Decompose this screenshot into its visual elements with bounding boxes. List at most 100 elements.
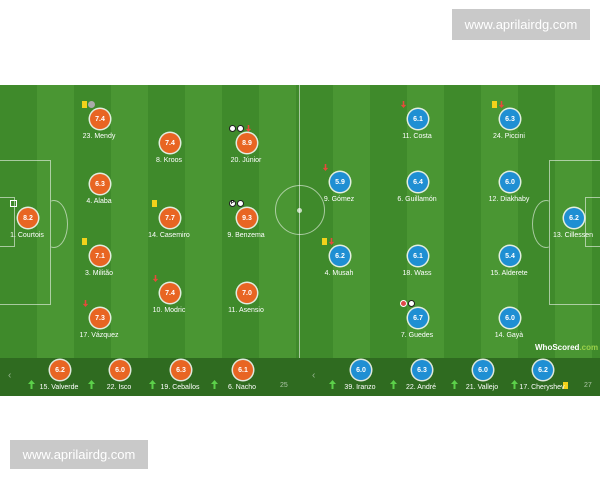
brand-domain: .com: [579, 343, 599, 352]
event-icons: [10, 199, 17, 208]
assist-icon: [88, 101, 95, 108]
player-number: 24.: [493, 133, 505, 140]
event-icons: [322, 163, 329, 172]
away-player-musah[interactable]: 6.2 4. Musah: [294, 238, 384, 290]
rating-badge: 6.3: [500, 109, 520, 129]
player-name: Júnior: [242, 157, 262, 164]
player-name: Gómez: [331, 196, 355, 203]
home-sub-ceballos[interactable]: 6.3 19. Ceballos: [145, 358, 215, 394]
player-name: Guedes: [408, 332, 434, 339]
event-icons: [152, 199, 157, 208]
goal-ball-icon: [229, 125, 236, 132]
player-label: 14. Casemiro: [124, 232, 214, 239]
rating-badge: 7.1: [90, 246, 110, 266]
bench-prev-home-icon[interactable]: ‹: [8, 370, 12, 381]
away-player-gomez[interactable]: 5.9 9. Gómez: [294, 164, 384, 216]
player-number: 14.: [494, 332, 507, 339]
player-number: 10.: [152, 307, 165, 314]
event-icons: [152, 274, 159, 283]
away-sub-cheryshev[interactable]: 6.2 17. Cheryshev: [507, 358, 577, 394]
home-player-asensio[interactable]: 7.0 11. Asensio: [201, 283, 291, 327]
player-number: 18.: [402, 270, 415, 277]
whoscored-logo: WhoScored.com: [535, 343, 598, 352]
player-name: Wass: [414, 270, 432, 277]
rating-badge: 7.4: [160, 283, 180, 303]
away-sub-iranzo[interactable]: 6.0 39. Iranzo: [325, 358, 395, 394]
away-player-wass[interactable]: 6.1 18. Wass: [372, 246, 462, 290]
player-number: 15.: [490, 270, 502, 277]
away-player-guillamon[interactable]: 6.4 6. Guillamón: [372, 172, 462, 216]
player-label: 12. Diakhaby: [464, 196, 554, 203]
rating-badge: 6.1: [408, 246, 428, 266]
event-icons: [229, 124, 252, 133]
player-number: 14.: [148, 232, 160, 239]
away-player-alderete[interactable]: 5.4 15. Alderete: [464, 246, 554, 290]
penalty-goal-icon: P: [229, 200, 236, 207]
goal-ball-icon: [408, 300, 415, 307]
player-number: 7.: [400, 332, 409, 339]
sub-off-arrow-icon: [82, 300, 89, 307]
sub-off-arrow-icon: [328, 238, 335, 245]
player-name: Gayà: [506, 332, 524, 339]
home-player-junior[interactable]: 8.9 20. Júnior: [201, 125, 291, 177]
player-name: Alaba: [93, 198, 112, 205]
player-name: Vázquez: [91, 332, 119, 339]
home-player-vazquez[interactable]: 7.3 17. Vázquez: [54, 300, 144, 352]
player-name: Modric: [164, 307, 186, 314]
player-number: 4.: [324, 270, 333, 277]
yellow-card-icon: [82, 101, 87, 108]
player-label: 9. Benzema: [201, 232, 291, 239]
rating-badge: 6.0: [500, 172, 520, 192]
player-name: Mendy: [94, 133, 116, 140]
player-number: 20.: [230, 157, 243, 164]
center-circle: [275, 185, 325, 235]
sub-off-arrow-icon: [498, 101, 505, 108]
player-label: 3. Militão: [54, 270, 144, 277]
player-name: Cheryshev: [531, 384, 565, 391]
pitch: 7.4 23. Mendy 6.3 4. Alaba 7.1 3. Militã…: [0, 85, 600, 358]
gloves-icon: [10, 200, 17, 207]
player-number: 6.: [397, 196, 406, 203]
yellow-card-icon: [492, 101, 497, 108]
yellow-card-icon: [82, 238, 87, 245]
away-player-diakhaby[interactable]: 6.0 12. Diakhaby: [464, 172, 554, 216]
home-sub-isco[interactable]: 6.0 22. Isco: [84, 358, 154, 394]
player-label: 15. Valverde: [24, 384, 94, 391]
penalty-box-right: [549, 160, 600, 305]
home-player-modric[interactable]: 7.4 10. Modric: [124, 275, 214, 327]
player-number: 17.: [79, 332, 92, 339]
player-number: 4.: [86, 198, 94, 205]
home-player-alaba[interactable]: 6.3 4. Alaba: [54, 174, 144, 218]
home-player-benzema[interactable]: P 9.3 9. Benzema: [201, 200, 291, 252]
away-player-piccini[interactable]: 6.3 24. Piccini: [464, 101, 554, 153]
yellow-card-icon: [322, 238, 327, 245]
player-label: 21. Vallejo: [447, 384, 517, 391]
brand-name: WhoScored: [535, 343, 580, 352]
home-player-mendy[interactable]: 7.4 23. Mendy: [54, 101, 144, 153]
away-sub-vallejo[interactable]: 6.0 21. Vallejo: [447, 358, 517, 394]
player-label: 10. Modric: [124, 307, 214, 314]
event-icons: [322, 237, 335, 246]
home-player-militao[interactable]: 7.1 3. Militão: [54, 238, 144, 290]
home-sub-nacho[interactable]: 6.1 6. Nacho: [207, 358, 277, 394]
player-number: 6.: [227, 384, 236, 391]
rating-badge: 5.4: [500, 246, 520, 266]
home-sub-valverde[interactable]: 6.2 15. Valverde: [24, 358, 94, 394]
penalty-box-left: [0, 160, 51, 305]
home-player-casemiro[interactable]: 7.7 14. Casemiro: [124, 200, 214, 252]
away-sub-andre[interactable]: 6.3 22. André: [386, 358, 456, 394]
player-name: Guillamón: [405, 196, 437, 203]
rating-badge: 6.7: [408, 308, 428, 328]
away-player-costa[interactable]: 6.1 11. Costa: [372, 101, 462, 153]
player-name: Kroos: [163, 157, 183, 164]
event-icons: [492, 100, 505, 109]
home-player-courtois[interactable]: 8.2 1. Courtois: [0, 200, 72, 252]
player-number: 11.: [402, 133, 414, 140]
player-label: 15. Alderete: [464, 270, 554, 277]
home-player-kroos[interactable]: 7.4 8. Kroos: [124, 133, 214, 177]
sub-on-arrow-icon: [211, 380, 218, 389]
bench-prev-away-icon[interactable]: ‹: [312, 370, 316, 381]
away-player-cillessen[interactable]: 6.2 13. Cillessen: [528, 208, 600, 252]
away-player-guedes[interactable]: 6.7 7. Guedes: [372, 300, 462, 352]
away-player-gaya[interactable]: 6.0 14. Gayà: [464, 308, 554, 352]
